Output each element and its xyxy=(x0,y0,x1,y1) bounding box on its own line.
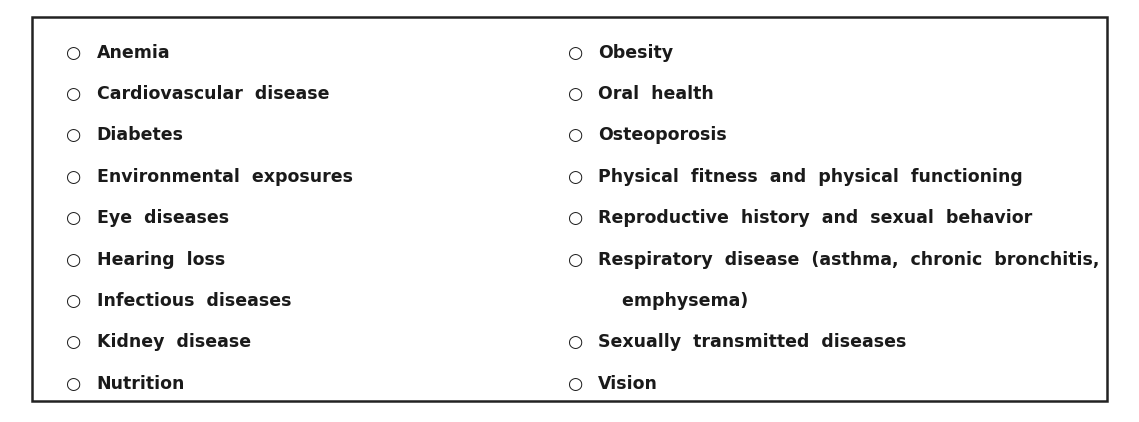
Text: ○: ○ xyxy=(66,85,82,103)
Text: Cardiovascular  disease: Cardiovascular disease xyxy=(97,85,329,103)
Text: ○: ○ xyxy=(567,251,583,268)
Text: ○: ○ xyxy=(567,333,583,351)
Text: Anemia: Anemia xyxy=(97,44,171,62)
Text: Eye  diseases: Eye diseases xyxy=(97,209,229,227)
Text: ○: ○ xyxy=(66,333,82,351)
Text: ○: ○ xyxy=(567,375,583,392)
Text: Obesity: Obesity xyxy=(598,44,673,62)
Text: ○: ○ xyxy=(567,168,583,186)
Text: ○: ○ xyxy=(66,209,82,227)
Text: Kidney  disease: Kidney disease xyxy=(97,333,251,351)
Text: Nutrition: Nutrition xyxy=(97,375,186,392)
FancyBboxPatch shape xyxy=(32,17,1107,401)
Text: ○: ○ xyxy=(567,127,583,144)
Text: emphysema): emphysema) xyxy=(598,292,748,310)
Text: ○: ○ xyxy=(66,292,82,310)
Text: Respiratory  disease  (asthma,  chronic  bronchitis,: Respiratory disease (asthma, chronic bro… xyxy=(598,251,1099,268)
Text: Vision: Vision xyxy=(598,375,658,392)
Text: ○: ○ xyxy=(567,44,583,62)
Text: Environmental  exposures: Environmental exposures xyxy=(97,168,353,186)
Text: ○: ○ xyxy=(66,251,82,268)
Text: ○: ○ xyxy=(66,375,82,392)
Text: Hearing  loss: Hearing loss xyxy=(97,251,226,268)
Text: Osteoporosis: Osteoporosis xyxy=(598,127,727,144)
Text: ○: ○ xyxy=(567,209,583,227)
Text: Sexually  transmitted  diseases: Sexually transmitted diseases xyxy=(598,333,907,351)
Text: Reproductive  history  and  sexual  behavior: Reproductive history and sexual behavior xyxy=(598,209,1032,227)
Text: Oral  health: Oral health xyxy=(598,85,714,103)
Text: Physical  fitness  and  physical  functioning: Physical fitness and physical functionin… xyxy=(598,168,1023,186)
Text: ○: ○ xyxy=(66,168,82,186)
Text: ○: ○ xyxy=(66,127,82,144)
Text: ○: ○ xyxy=(66,44,82,62)
Text: Infectious  diseases: Infectious diseases xyxy=(97,292,292,310)
Text: ○: ○ xyxy=(567,85,583,103)
Text: Diabetes: Diabetes xyxy=(97,127,183,144)
